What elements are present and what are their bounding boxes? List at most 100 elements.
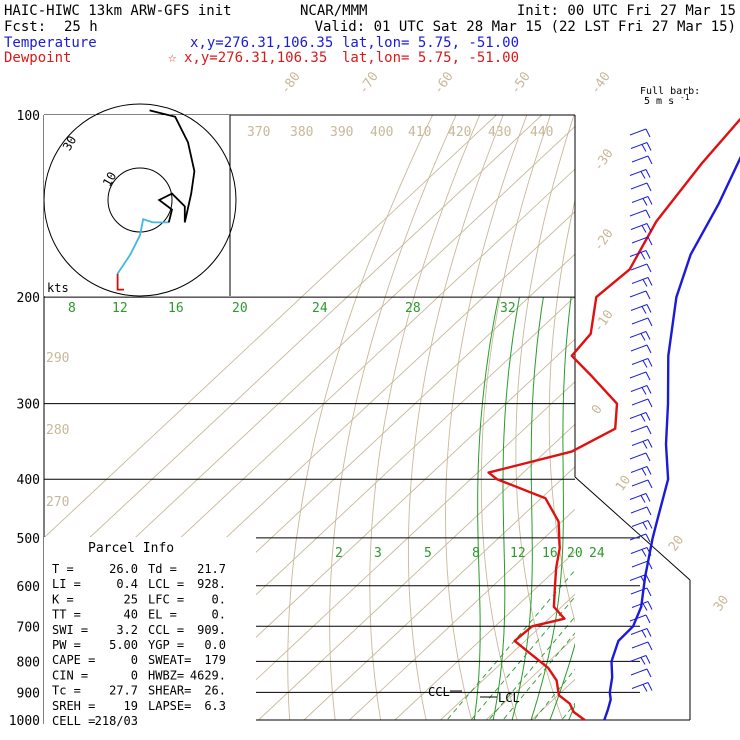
parcel-row-value: 0.4 <box>116 577 138 591</box>
wind-barb <box>631 641 653 651</box>
isotherm-line <box>440 593 575 720</box>
mixing-ratio-line <box>470 596 575 720</box>
parcel-row-label: CELL = <box>52 714 95 728</box>
wind-barb <box>629 371 651 381</box>
parcel-row-value2: 179 <box>204 653 226 667</box>
wind-barb <box>629 331 651 341</box>
parcel-row-label: K = <box>52 592 74 606</box>
wind-barb <box>631 439 653 449</box>
parcel-row-label2: SWEAT= <box>148 653 191 667</box>
parcel-row-label: PW = <box>52 638 81 652</box>
parcel-row-value2: 21.7 <box>197 562 226 576</box>
frame-diagonal <box>574 476 691 581</box>
parcel-row-value2: 4629. <box>190 668 226 682</box>
parcel-row-value2: 0. <box>212 608 226 622</box>
dry-adiabat <box>613 115 706 733</box>
parcel-info-title: Parcel Info <box>88 541 174 556</box>
dry-adiabat <box>643 115 740 733</box>
wind-barb <box>629 574 651 584</box>
dry-adiabat <box>701 115 740 733</box>
dewpoint-xy: x,y=276.31,106.35 <box>184 50 327 66</box>
parcel-row-value2: 0. <box>212 592 226 606</box>
mixing-ratio-label-upper: 8 <box>68 301 76 316</box>
isotherm-line <box>577 115 740 720</box>
diagram-grid <box>43 114 740 733</box>
parcel-row-value: 27.7 <box>109 684 138 698</box>
wind-barb <box>630 587 652 597</box>
hodograph-segment-mid <box>116 218 169 275</box>
hodograph-ring-label-30: 30 <box>60 133 79 153</box>
mixing-ratio-label-upper: 20 <box>232 301 248 316</box>
hodograph-segment-high <box>149 109 196 223</box>
parcel-row-label: TT = <box>52 608 81 622</box>
isotherm-line <box>167 338 575 720</box>
isotherm-label: -80 <box>278 69 304 97</box>
hodograph-units: kts <box>47 281 69 295</box>
wind-barb <box>631 358 653 368</box>
dewpoint-profile <box>487 117 740 721</box>
dry-adiabat <box>548 198 575 624</box>
isotherm-line <box>303 466 575 720</box>
theta-label: 410 <box>408 125 431 140</box>
mixing-ratio-label-upper: 24 <box>312 301 328 316</box>
theta-left-label: 270 <box>46 495 69 510</box>
wind-barb <box>631 236 653 246</box>
org-label: NCAR/MMM <box>300 3 367 19</box>
wind-barb <box>629 452 651 462</box>
dewpoint-star-icon: ☆ <box>168 50 177 66</box>
mixing-ratio-label-lower: 2 <box>335 546 343 561</box>
parcel-row-label2: CCL = <box>148 623 184 637</box>
parcel-row-label2: YGP = <box>148 638 184 652</box>
isotherm-label: -40 <box>588 69 614 97</box>
wind-barb <box>631 682 653 692</box>
wind-barb <box>631 196 653 206</box>
theta-label: 420 <box>448 125 471 140</box>
wind-barb <box>629 493 651 503</box>
isotherm-line <box>44 115 543 581</box>
isotherm-label: -30 <box>591 146 617 174</box>
hodograph-panel: 10 30 kts <box>43 103 237 297</box>
mixing-ratio-label-lower: 20 <box>567 546 583 561</box>
pressure-label: 400 <box>17 473 40 488</box>
isotherm-label: 0 <box>589 402 606 417</box>
wind-barb <box>630 668 652 678</box>
wind-barb <box>629 250 651 260</box>
theta-left-label: 280 <box>46 423 69 438</box>
wind-barb <box>630 182 652 192</box>
mixing-ratio-label-upper: 32 <box>500 301 516 316</box>
mixing-ratio-line <box>533 668 575 720</box>
fcst-label: Fcst: <box>4 19 46 35</box>
dry-adiabat <box>369 115 481 720</box>
moist-adiabat <box>530 297 572 720</box>
wind-barb <box>630 547 652 557</box>
init-time: Init: 00 UTC Fri 27 Mar 15 <box>517 3 736 19</box>
isotherm-label: -20 <box>591 226 617 254</box>
mixing-ratio-label-lower: 12 <box>510 546 526 561</box>
wind-barb <box>631 560 653 570</box>
wind-barb <box>629 533 651 543</box>
theta-label: 390 <box>330 125 353 140</box>
isotherm-line <box>349 508 575 720</box>
parcel-row-label: SREH = <box>52 699 95 713</box>
pressure-label: 500 <box>17 532 40 547</box>
temperature-latlon: lat,lon= 5.75, -51.00 <box>342 35 519 51</box>
sounding-profiles <box>487 117 740 721</box>
wind-barb <box>629 128 651 138</box>
parcel-row-value2: 26. <box>204 684 226 698</box>
parcel-row-value: 3.2 <box>116 623 138 637</box>
parcel-row-value2: 0.0 <box>204 638 226 652</box>
wind-barb <box>631 398 653 408</box>
pressure-label: 900 <box>17 686 40 701</box>
wind-barb <box>629 290 651 300</box>
isotherm-label: 10 <box>613 473 634 494</box>
moist-adiabat <box>511 297 544 720</box>
dewpoint-latlon: lat,lon= 5.75, -51.00 <box>342 50 519 66</box>
pressure-label: 300 <box>17 398 40 413</box>
mixing-ratio-label-lower: 3 <box>374 546 382 561</box>
moist-adiabat <box>492 297 520 720</box>
barb-legend-line1: Full barb: <box>640 86 700 97</box>
parcel-row-label: CAPE = <box>52 653 95 667</box>
temperature-xy: x,y=276.31,106.35 <box>190 35 333 51</box>
valid-time: Valid: 01 UTC Sat 28 Mar 15 (22 LST Fri … <box>315 19 736 35</box>
isotherm-line <box>44 115 497 539</box>
